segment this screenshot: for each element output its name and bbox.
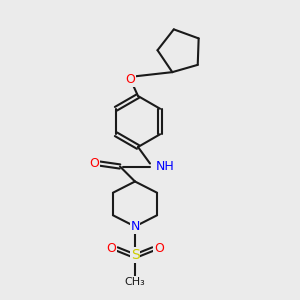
Text: N: N xyxy=(130,220,140,233)
Text: O: O xyxy=(126,73,135,86)
Text: NH: NH xyxy=(156,160,175,173)
Text: S: S xyxy=(130,248,140,262)
Text: O: O xyxy=(90,157,99,170)
Text: O: O xyxy=(154,242,164,256)
Text: CH₃: CH₃ xyxy=(124,277,146,287)
Text: O: O xyxy=(106,242,116,256)
